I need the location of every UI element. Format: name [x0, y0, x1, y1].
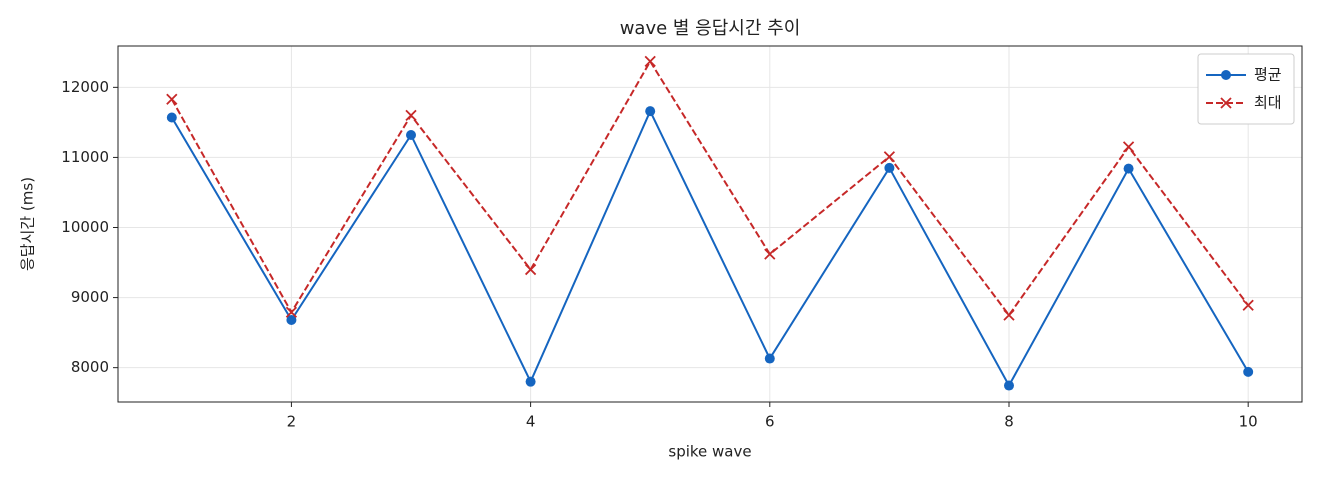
x-tick-label: 8	[1004, 413, 1014, 431]
x-tick-label: 6	[765, 413, 775, 431]
x-tick-label: 10	[1239, 413, 1258, 431]
marker	[1220, 97, 1232, 109]
marker	[406, 130, 417, 140]
y-tick-label: 9000	[71, 288, 109, 306]
y-tick-label: 8000	[71, 358, 109, 376]
y-tick-label: 10000	[61, 218, 109, 236]
marker	[405, 109, 417, 122]
legend-label: 최대	[1254, 94, 1282, 112]
marker	[1003, 380, 1014, 391]
y-axis-label: 응답시간 (ms)	[19, 177, 37, 271]
marker	[645, 106, 656, 117]
x-axis-label: spike wave	[668, 443, 751, 461]
y-tick-label: 11000	[61, 148, 109, 166]
marker	[525, 376, 536, 387]
plot-frame	[117, 45, 1303, 403]
y-tick-label: 12000	[61, 78, 109, 96]
marker	[1123, 163, 1134, 174]
chart-title: wave 별 응답시간 추이	[620, 18, 801, 39]
marker	[166, 112, 177, 123]
marker	[1122, 141, 1135, 153]
marker	[883, 151, 896, 163]
marker	[764, 353, 775, 364]
marker	[166, 93, 178, 105]
marker	[644, 55, 656, 68]
marker	[1242, 299, 1254, 311]
marker	[764, 248, 776, 260]
series-line	[170, 108, 1250, 388]
marker	[286, 315, 297, 326]
marker	[285, 306, 298, 318]
marker	[1243, 366, 1254, 377]
marker	[884, 162, 895, 173]
marker	[1221, 70, 1231, 80]
marker	[1003, 309, 1015, 321]
series-line	[170, 59, 1249, 317]
marker	[524, 263, 537, 276]
x-tick-label: 4	[526, 413, 536, 431]
x-tick-label: 2	[287, 413, 297, 431]
legend-label: 평균	[1254, 66, 1282, 84]
legend-box	[1197, 53, 1295, 125]
